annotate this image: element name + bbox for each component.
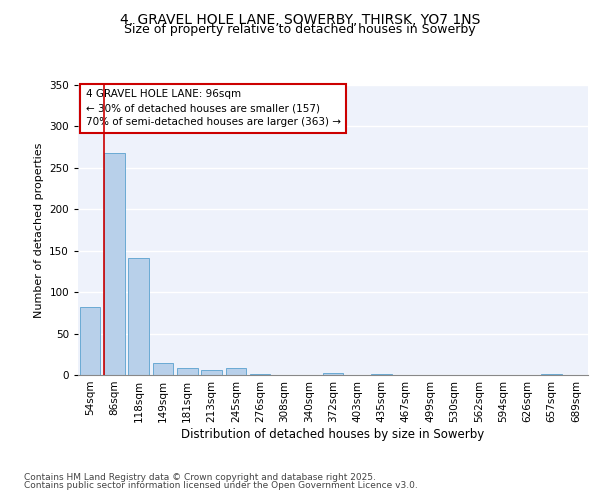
Bar — [104, 153, 125, 375]
Bar — [80, 307, 100, 375]
Text: Size of property relative to detached houses in Sowerby: Size of property relative to detached ho… — [124, 22, 476, 36]
Text: 4 GRAVEL HOLE LANE: 96sqm
← 30% of detached houses are smaller (157)
70% of semi: 4 GRAVEL HOLE LANE: 96sqm ← 30% of detac… — [86, 90, 341, 128]
Bar — [128, 258, 149, 375]
Bar — [152, 364, 173, 375]
Bar — [201, 370, 222, 375]
Text: Contains public sector information licensed under the Open Government Licence v3: Contains public sector information licen… — [24, 481, 418, 490]
Text: Contains HM Land Registry data © Crown copyright and database right 2025.: Contains HM Land Registry data © Crown c… — [24, 472, 376, 482]
Y-axis label: Number of detached properties: Number of detached properties — [34, 142, 44, 318]
Bar — [250, 374, 271, 375]
X-axis label: Distribution of detached houses by size in Sowerby: Distribution of detached houses by size … — [181, 428, 485, 440]
Bar — [371, 374, 392, 375]
Bar — [226, 368, 246, 375]
Bar — [541, 374, 562, 375]
Bar — [177, 368, 197, 375]
Bar — [323, 374, 343, 375]
Text: 4, GRAVEL HOLE LANE, SOWERBY, THIRSK, YO7 1NS: 4, GRAVEL HOLE LANE, SOWERBY, THIRSK, YO… — [120, 12, 480, 26]
